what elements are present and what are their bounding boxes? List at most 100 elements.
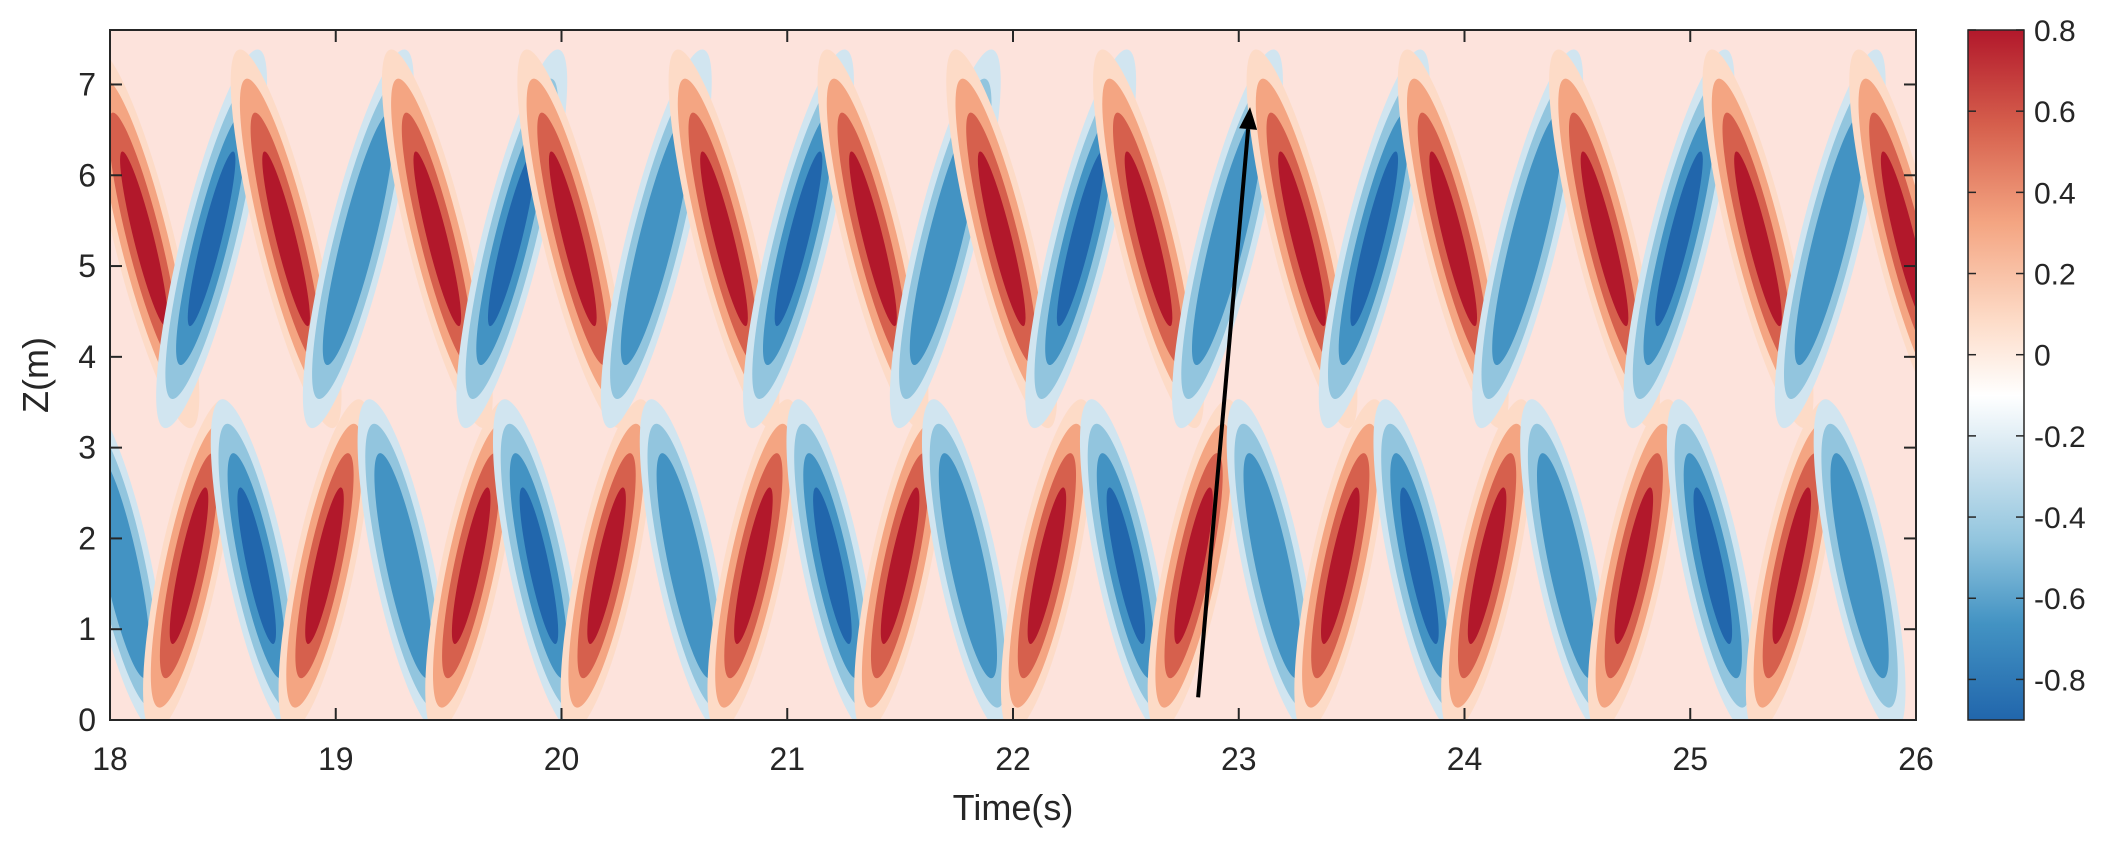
negative-band [1373, 399, 1466, 720]
y-tick-label: 0 [78, 702, 96, 738]
negative-band [492, 399, 585, 720]
x-tick-label: 20 [544, 741, 580, 777]
negative-band [1666, 399, 1759, 720]
contour-level [1278, 151, 1326, 327]
y-tick-label: 6 [78, 157, 96, 193]
contour-field [110, 49, 1916, 720]
negative-band [639, 399, 732, 720]
negative-band [1813, 399, 1906, 720]
contour-level [1174, 487, 1213, 644]
contour-level [734, 487, 773, 644]
contour-level [1027, 487, 1067, 644]
contour-level [1321, 487, 1360, 644]
contour-level [620, 112, 692, 366]
positive-band [707, 399, 800, 720]
contour-level [1772, 487, 1812, 644]
arrow-shaft [1196, 128, 1251, 698]
positive-band [278, 399, 371, 720]
contour-level [169, 487, 209, 644]
contour-level [1830, 453, 1889, 679]
negative-band [1520, 399, 1613, 720]
y-tick-label: 5 [78, 248, 96, 284]
contour-level [1880, 151, 1916, 327]
contour-level [322, 112, 394, 366]
contour-level [305, 487, 344, 644]
contour-level [1614, 487, 1654, 644]
positive-band [946, 49, 1058, 429]
colorbar-tick-label: 0.8 [2034, 15, 2076, 48]
negative-band [210, 399, 303, 720]
contour-level [1492, 112, 1564, 366]
contour-level [1580, 151, 1629, 327]
contour-level [813, 487, 852, 644]
contour-level [237, 487, 276, 644]
negative-band [302, 49, 414, 429]
contour-level [1536, 453, 1596, 679]
negative-band [1079, 399, 1172, 720]
contour-level [413, 151, 462, 327]
contour-level [1693, 487, 1733, 644]
colorbar-tick-label: 0.2 [2034, 259, 2076, 292]
y-tick-label: 4 [78, 339, 96, 375]
y-axis: 0 1 2 3 4 5 6 7 [78, 66, 1916, 738]
contour-level [548, 151, 597, 327]
x-tick-label: 24 [1447, 741, 1483, 777]
x-tick-label: 18 [92, 741, 128, 777]
plot-area [109, 29, 1917, 721]
contour-level [487, 151, 536, 327]
negative-band [1226, 399, 1319, 720]
positive-band [560, 399, 653, 720]
negative-band [1318, 49, 1430, 429]
contour-level [1655, 151, 1703, 327]
negative-band [786, 399, 879, 720]
x-tick-label: 23 [1221, 741, 1257, 777]
x-tick-label: 21 [769, 741, 805, 777]
contour-level [374, 453, 433, 679]
contour-level [110, 453, 151, 679]
contour-level [656, 453, 715, 679]
contour-level [262, 151, 310, 327]
contour-level [977, 151, 1026, 327]
colorbar-ticks: 0.8 0.6 0.4 0.2 0 -0.2 -0.4 -0.6 -0.8 [1968, 15, 2086, 697]
x-axis: 18 19 20 21 22 23 24 25 26 [92, 30, 1934, 777]
positive-band [517, 49, 629, 429]
x-tick-label: 25 [1672, 741, 1708, 777]
x-tick-label: 26 [1898, 741, 1934, 777]
contour-level [1106, 487, 1146, 644]
contour-level [1429, 151, 1478, 327]
contour-level [774, 151, 823, 327]
y-axis-label: Z(m) [15, 337, 56, 413]
contour-level [519, 487, 559, 644]
positive-band [1093, 49, 1204, 429]
contour-level [1350, 151, 1399, 327]
positive-band [1745, 399, 1838, 720]
contour-level [1734, 151, 1782, 327]
contour-level [700, 151, 748, 327]
contour-level [1400, 487, 1439, 644]
colorbar-gradient [1967, 29, 2025, 721]
x-tick-label: 19 [318, 741, 354, 777]
contour-level [1243, 453, 1302, 679]
y-tick-label: 7 [78, 66, 96, 102]
contour-level [1124, 151, 1173, 327]
contour-level [1467, 487, 1507, 644]
colorbar-tick-label: -0.2 [2034, 421, 2086, 454]
contour-level [120, 151, 168, 327]
x-tick-label: 22 [995, 741, 1031, 777]
negative-band [357, 399, 450, 720]
colorbar-tick-label: -0.8 [2034, 664, 2086, 697]
contour-level [587, 487, 626, 644]
positive-band [854, 399, 947, 720]
y-tick-label: 3 [78, 430, 96, 466]
positive-band [1000, 399, 1093, 720]
positive-band [1587, 399, 1680, 720]
annotations [1196, 107, 1258, 698]
negative-band [1623, 49, 1735, 429]
contour-level [1794, 112, 1866, 366]
contour-level [849, 151, 897, 327]
positive-band [425, 399, 518, 720]
colorbar-tick-label: -0.4 [2034, 502, 2086, 535]
contour-level [451, 487, 491, 644]
arrow-head [1239, 107, 1258, 130]
